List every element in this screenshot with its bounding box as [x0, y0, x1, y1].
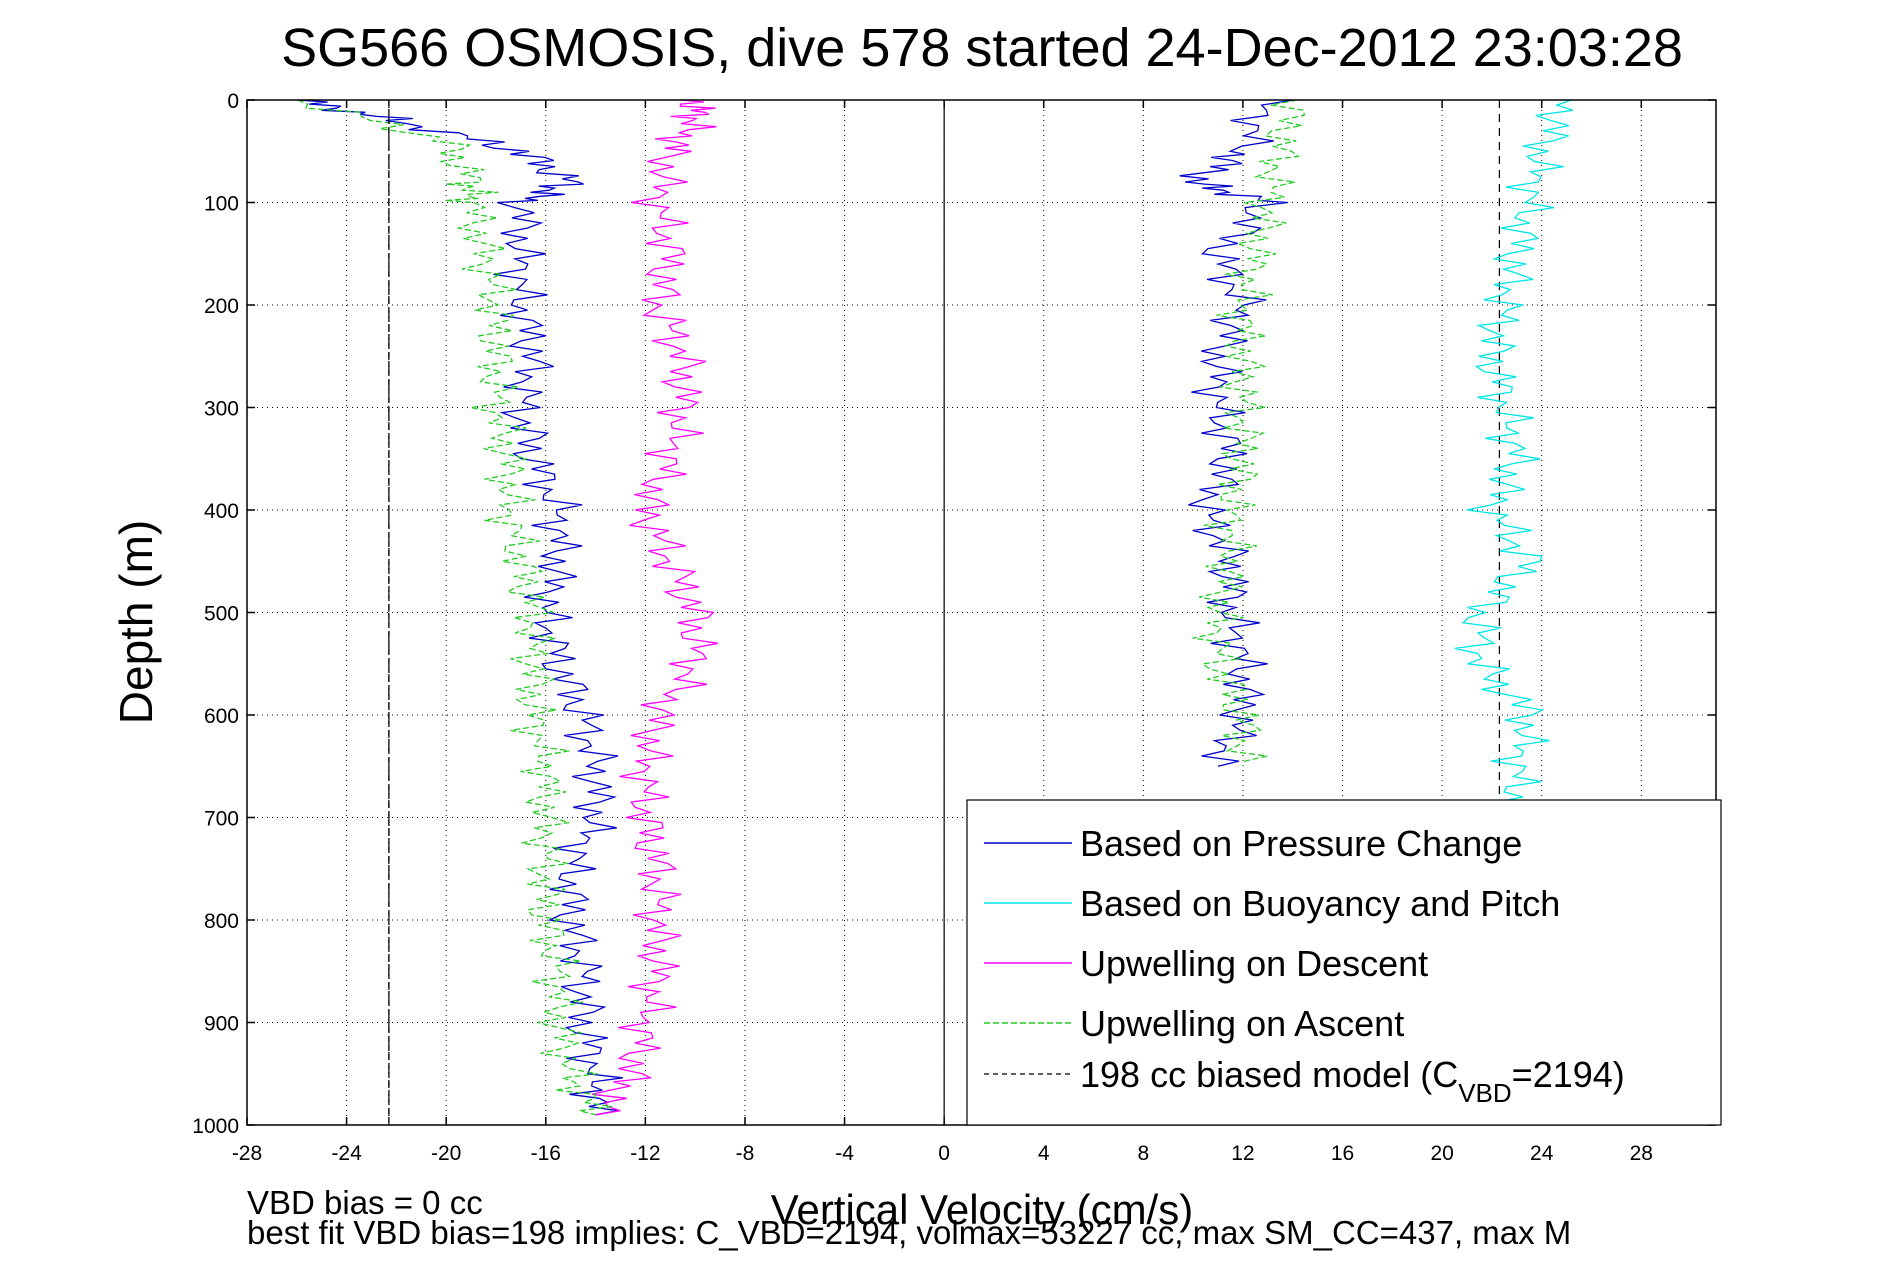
y-tick-label: 600 — [204, 705, 239, 728]
y-tick-label: 1000 — [192, 1115, 239, 1138]
x-tick-label: -20 — [431, 1142, 461, 1165]
x-tick-label: 24 — [1530, 1142, 1554, 1165]
y-tick-label: 100 — [204, 193, 239, 216]
y-tick-label: 0 — [227, 90, 239, 113]
y-tick-label: 400 — [204, 500, 239, 523]
series-line-upwelling-on-descent — [591, 99, 719, 1116]
y-axis-label: Depth (m) — [110, 520, 162, 724]
x-tick-label: 8 — [1137, 1142, 1149, 1165]
x-tick-label: 28 — [1630, 1142, 1653, 1165]
y-tick-label: 900 — [204, 1013, 239, 1036]
x-tick-label: -24 — [331, 1142, 362, 1165]
series-layer — [296, 99, 1574, 1125]
legend-label: Based on Buoyancy and Pitch — [1080, 883, 1560, 924]
legend-label: Upwelling on Ascent — [1080, 1003, 1404, 1044]
grid — [246, 99, 1716, 1126]
x-tick-label: -12 — [630, 1142, 660, 1165]
x-tick-label: 12 — [1231, 1142, 1254, 1165]
x-tick-label: 4 — [1038, 1142, 1050, 1165]
y-tick-label: 800 — [204, 910, 239, 933]
x-axis-label: Vertical Velocity (cm/s) — [771, 1186, 1193, 1233]
y-tick-label: 500 — [204, 603, 239, 626]
chart-title: SG566 OSMOSIS, dive 578 started 24-Dec-2… — [281, 18, 1683, 78]
x-tick-label: -4 — [835, 1142, 854, 1165]
legend: Based on Pressure Change Based on Buoyanc… — [966, 799, 1722, 1126]
series-line-based-on-pressure-change — [1179, 99, 1294, 767]
x-tick-label: 0 — [938, 1142, 950, 1165]
x-tick-label: 20 — [1430, 1142, 1453, 1165]
legend-label: Upwelling on Descent — [1080, 943, 1428, 984]
series-line-upwelling-on-ascent — [1192, 99, 1305, 767]
best-fit-note: best fit VBD bias=198 implies: C_VBD=219… — [247, 1214, 1572, 1251]
y-tick-label: 200 — [204, 295, 239, 318]
y-tick-label: 700 — [204, 808, 239, 831]
y-tick-label: 300 — [204, 398, 239, 421]
x-tick-label: 16 — [1331, 1142, 1354, 1165]
x-tick-label: -28 — [232, 1142, 262, 1165]
series-line-based-on-buoyancy-and-pitch — [1454, 99, 1574, 819]
legend-label-model: 198 cc biased model (CVBD=2194) — [1080, 1054, 1625, 1108]
series-line-upwelling-on-ascent — [297, 99, 613, 1116]
legend-label: Based on Pressure Change — [1080, 823, 1522, 864]
series-line-based-on-pressure-change — [296, 99, 623, 1116]
x-tick-label: -8 — [736, 1142, 755, 1165]
vbd-bias-note: VBD bias = 0 cc — [247, 1184, 483, 1221]
legend-box — [966, 799, 1722, 1126]
x-tick-label: -16 — [531, 1142, 561, 1165]
